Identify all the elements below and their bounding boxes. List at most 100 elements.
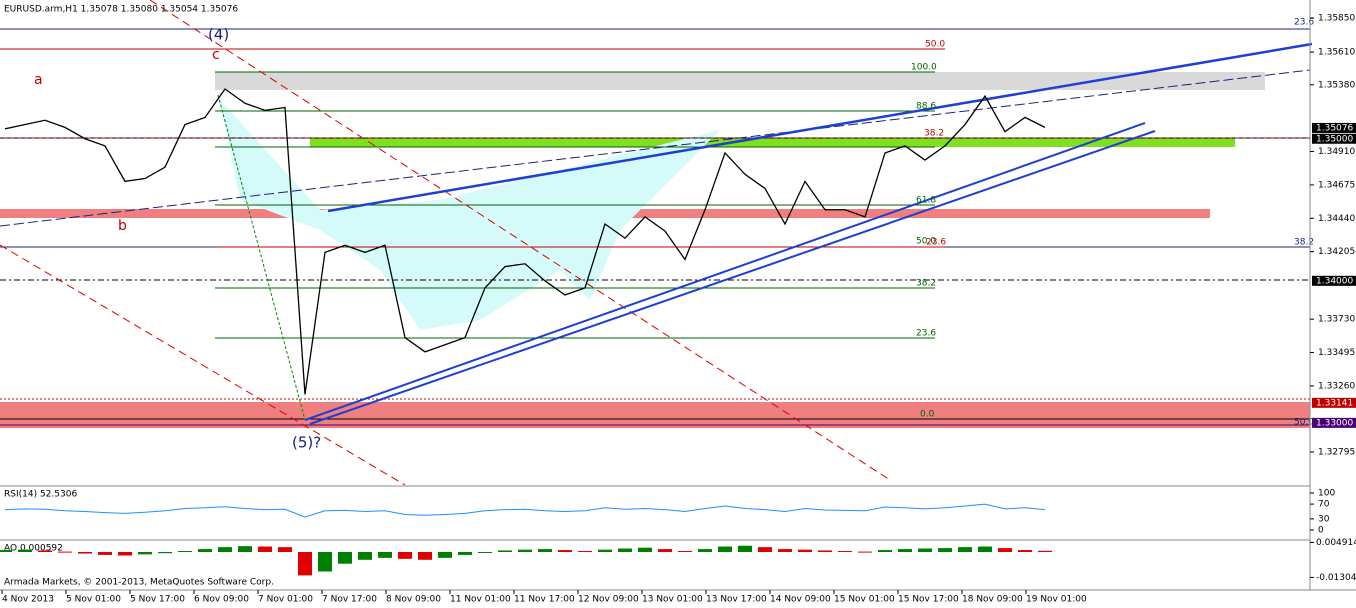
ao-bar [458, 552, 472, 555]
ao-bar [38, 550, 52, 552]
ao-bar [478, 552, 492, 553]
time-tick-label: 6 Nov 09:00 [194, 595, 249, 605]
fib-label: 38.2 [1294, 238, 1314, 248]
price-tick-label: 1.34675 [1318, 180, 1355, 190]
ao-bar [518, 549, 532, 552]
ao-bar [778, 549, 792, 552]
time-tick-label: 4 Nov 2013 [2, 595, 54, 605]
time-tick-label: 5 Nov 01:00 [66, 595, 121, 605]
ao-bar [0, 550, 12, 552]
price-layer [4, 88, 1046, 395]
wave-label: c [212, 47, 220, 63]
ao-bar [218, 547, 232, 552]
price-tick-label: 1.33730 [1318, 315, 1355, 325]
price-tick-label: 1.34205 [1318, 247, 1355, 257]
ao-bar [898, 549, 912, 552]
rsi-tick-label: 100 [1318, 489, 1335, 499]
rsi-line [4, 503, 1046, 518]
resistance-zone [215, 72, 1265, 90]
ao-bar [1038, 550, 1052, 552]
ao-bar [838, 551, 852, 553]
fib-label: 23.6 [916, 329, 936, 339]
ao-bar [1018, 550, 1032, 552]
rsi-tick-label: 70 [1318, 500, 1330, 510]
copyright: Armada Markets, © 2001-2013, MetaQuotes … [4, 578, 274, 588]
time-tick-label: 15 Nov 01:00 [834, 595, 895, 605]
price-line [4, 88, 1046, 395]
green-zone [310, 138, 1235, 147]
harmonic-pattern [220, 100, 720, 330]
ao-bar [158, 552, 172, 554]
price-tick-label: 1.32795 [1318, 447, 1355, 457]
rsi-tick-label: 30 [1318, 514, 1330, 524]
trendline [217, 94, 306, 421]
trendline [327, 42, 1313, 213]
ao-bar [738, 545, 752, 552]
price-tick-label: 1.34910 [1318, 147, 1355, 157]
ao-bar [118, 552, 132, 556]
ao-bar [598, 549, 612, 552]
ao-bar [198, 549, 212, 552]
fib-label: 61.8 [916, 196, 936, 206]
ao-bar [378, 552, 392, 558]
price-marker-label: 1.33000 [1316, 418, 1353, 428]
ao-bar [258, 546, 272, 552]
price-marker [1312, 417, 1356, 428]
ao-bar [678, 551, 692, 553]
fib-label: 50.0 [916, 237, 936, 247]
fib-label: 23.6 [926, 238, 946, 248]
fib-label: 23.6 [1294, 18, 1314, 28]
ao-bar [178, 551, 192, 553]
price-marker-label: 1.35000 [1316, 134, 1353, 144]
trendline [0, 69, 1311, 227]
ao-bar [58, 551, 72, 553]
ao-bar [798, 549, 812, 552]
ao-bar [818, 550, 832, 552]
trendline [0, 244, 406, 486]
time-tick-label: 7 Nov 17:00 [322, 595, 377, 605]
ao-bar [138, 552, 152, 555]
ao-bar [98, 552, 112, 555]
ao-bar [758, 547, 772, 552]
wave-label: (4) [208, 26, 229, 44]
ao-bar [298, 552, 312, 576]
ao-tick-label: 0.004914 [1316, 538, 1356, 548]
trendline [149, 0, 891, 481]
ao-bar [498, 550, 512, 552]
ao-bar [358, 552, 372, 560]
price-tick-label: 1.35850 [1318, 14, 1355, 24]
wave-label: a [34, 72, 43, 88]
fib-label: 88.6 [916, 102, 936, 112]
wave-label: (5)? [292, 434, 321, 452]
ao-bar [418, 552, 432, 560]
time-tick-label: 13 Nov 17:00 [706, 595, 767, 605]
ao-bar [318, 552, 332, 572]
rsi-label: RSI(14) 52.5306 [4, 490, 77, 500]
price-marker-label: 1.33141 [1316, 398, 1353, 408]
ao-bar [278, 547, 292, 552]
price-marker-label: 1.34000 [1316, 276, 1353, 286]
support-zone [0, 402, 1310, 428]
ao-bar [618, 548, 632, 552]
chart-header: EURUSD.arm,H1 1.35078 1.35080 1.35054 1.… [4, 5, 238, 15]
ao-bar [958, 547, 972, 552]
ao-bar [878, 550, 892, 552]
ao-bar [578, 551, 592, 553]
rsi-tick-label: 0 [1318, 526, 1324, 536]
ao-bar [18, 549, 32, 552]
ao-label: AO 0.000592 [4, 544, 63, 554]
price-marker [1312, 397, 1356, 408]
fib-label: 100.0 [911, 63, 937, 73]
time-tick-label: 18 Nov 09:00 [962, 595, 1023, 605]
ao-bar [718, 546, 732, 552]
price-tick-label: 1.34440 [1318, 214, 1355, 224]
ao-bar [978, 546, 992, 552]
trendline [309, 130, 1156, 425]
price-tick-label: 1.33495 [1318, 348, 1355, 358]
ao-bar [398, 552, 412, 559]
time-tick-label: 12 Nov 09:00 [578, 595, 639, 605]
time-tick-label: 13 Nov 01:00 [642, 595, 703, 605]
ao-bar [238, 546, 252, 552]
time-tick-label: 8 Nov 09:00 [386, 595, 441, 605]
